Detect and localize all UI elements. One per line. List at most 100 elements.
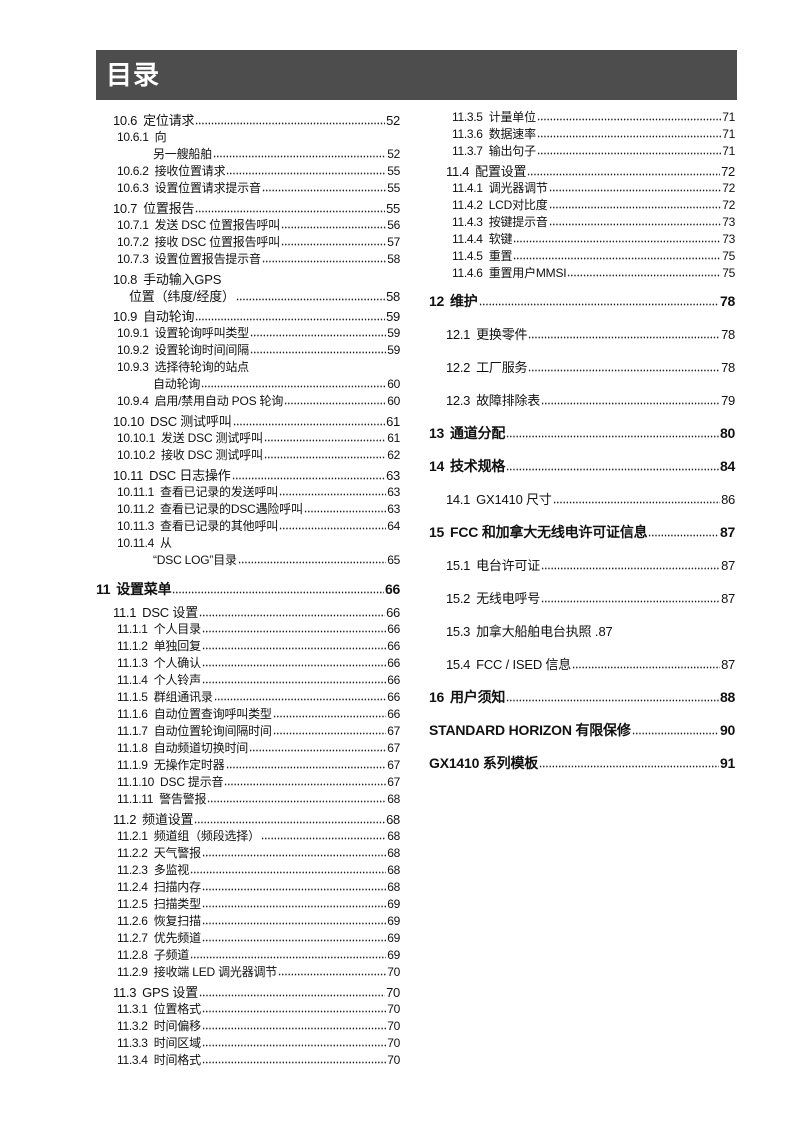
toc-entry-11-3-3[interactable]: 11.3.3 时间区域 70: [96, 1035, 400, 1052]
toc-entry-11-4-3[interactable]: 11.4.3 按键提示音 73: [429, 214, 735, 231]
toc-entry-10-11-1[interactable]: 10.11.1 查看已记录的发送呼叫 63: [96, 484, 400, 501]
toc-entry-11-4-1[interactable]: 11.4.1 调光器调节 72: [429, 180, 735, 197]
toc-entry-10-9-3[interactable]: 10.9.3 选择待轮询的站点: [96, 359, 400, 376]
toc-entry-11-2-8[interactable]: 11.2.8 子频道 69: [96, 947, 400, 964]
page-number: 68: [387, 792, 400, 806]
toc-entry-11-1-8[interactable]: 11.1.8 自动频道切换时间 67: [96, 740, 400, 757]
toc-entry-12-1[interactable]: 12.1 更换零件 78: [429, 318, 735, 351]
page-number: 68: [387, 829, 400, 843]
dot-leader: [201, 681, 387, 684]
toc-entry-10-11[interactable]: 10.11 DSC 日志操作 63: [96, 467, 400, 484]
dot-leader: [201, 1044, 387, 1047]
toc-entry-11-2-5[interactable]: 11.2.5 扫描类型 69: [96, 896, 400, 913]
toc-entry-11-4-5[interactable]: 11.4.5 重置 75: [429, 248, 735, 265]
toc-entry-15-2[interactable]: 15.2 无线电呼号 87: [429, 582, 735, 615]
toc-entry-11-2-7[interactable]: 11.2.7 优先频道 69: [96, 930, 400, 947]
toc-entry-13[interactable]: 13 通道分配 80: [429, 417, 735, 450]
dot-leader: [201, 854, 387, 857]
toc-entry-10-11-2[interactable]: 10.11.2 查看已记录的DSC遇险呼叫 63: [96, 501, 400, 518]
toc-entry-11-3-5[interactable]: 11.3.5 计量单位 71: [429, 109, 735, 126]
toc-entry-11-4-2[interactable]: 11.4.2 LCD对比度 72: [429, 197, 735, 214]
toc-entry-10-7-3[interactable]: 10.7.3 设置位置报告提示音 58: [96, 251, 400, 268]
toc-entry-11-1-9[interactable]: 11.1.9 无操作定时器 67: [96, 757, 400, 774]
toc-entry-11-2-6[interactable]: 11.2.6 恢复扫描 69: [96, 913, 400, 930]
section-title: 无操作定时器: [153, 758, 225, 772]
section-title: 个人目录: [153, 622, 201, 636]
toc-entry-15-3[interactable]: 15.3 加拿大船舶电台执照 . 87: [429, 615, 735, 648]
section-number: 12.1: [446, 327, 471, 342]
toc-entry-11-4-6[interactable]: 11.4.6 重置用户MMSI 75: [429, 265, 735, 282]
toc-entry-11-1-1[interactable]: 11.1.1 个人目录 66: [96, 621, 400, 638]
toc-entry-10-10-1[interactable]: 10.10.1 发送 DSC 测试呼叫 61: [96, 430, 400, 447]
toc-entry-continuation[interactable]: “DSC LOG”目录 65: [96, 552, 400, 569]
toc-entry-14-1[interactable]: 14.1 GX1410 尺寸 86: [429, 483, 735, 516]
toc-entry-12[interactable]: 12 维护 78: [429, 285, 735, 318]
toc-entry-11-1-4[interactable]: 11.1.4 个人铃声 66: [96, 672, 400, 689]
dot-leader: [201, 1061, 387, 1064]
toc-entry-15-4[interactable]: 15.4 FCC / ISED 信息 87: [429, 648, 735, 681]
toc-entry-item-23[interactable]: STANDARD HORIZON 有限保修 90: [429, 714, 735, 747]
toc-entry-11[interactable]: 11 设置菜单 66: [96, 577, 400, 601]
toc-entry-11-4[interactable]: 11.4 配置设置 72: [429, 163, 735, 180]
page-number: 67: [387, 724, 400, 738]
toc-entry-15[interactable]: 15 FCC 和加拿大无线电许可证信息 87: [429, 516, 735, 549]
toc-entry-11-1-10[interactable]: 11.1.10 DSC 提示音 67: [96, 774, 400, 791]
toc-entry-item-24[interactable]: GX1410 系列模板 91: [429, 747, 735, 780]
section-title: 个人确认: [153, 656, 201, 670]
toc-entry-11-3-1[interactable]: 11.3.1 位置格式 70: [96, 1001, 400, 1018]
section-number: 12.2: [446, 360, 471, 375]
page-number: 70: [387, 1019, 400, 1033]
section-number: 11.3.5: [452, 110, 483, 124]
toc-entry-10-8[interactable]: 10.8 手动输入GPS: [96, 271, 400, 288]
toc-entry-12-2[interactable]: 12.2 工厂服务 78: [429, 351, 735, 384]
toc-entry-11-1-7[interactable]: 11.1.7 自动位置轮询间隔时间 67: [96, 723, 400, 740]
toc-entry-continuation[interactable]: 自动轮询 60: [96, 376, 400, 393]
toc-entry-11-1-3[interactable]: 11.1.3 个人确认 66: [96, 655, 400, 672]
toc-entry-11-3-6[interactable]: 11.3.6 数据速率 71: [429, 126, 735, 143]
toc-entry-11-1-2[interactable]: 11.1.2 单独回复 66: [96, 638, 400, 655]
toc-entry-10-9-2[interactable]: 10.9.2 设置轮询时间间隔 59: [96, 342, 400, 359]
toc-entry-10-6[interactable]: 10.6 定位请求 52: [96, 112, 400, 129]
toc-entry-continuation[interactable]: 位置（纬度/经度） 58: [96, 288, 400, 305]
toc-entry-10-7[interactable]: 10.7 位置报告 55: [96, 200, 400, 217]
toc-entry-11-2-1[interactable]: 11.2.1 频道组（频段选择） 68: [96, 828, 400, 845]
toc-entry-10-9-4[interactable]: 10.9.4 启用/禁用自动 POS 轮询 60: [96, 393, 400, 410]
toc-entry-12-3[interactable]: 12.3 故障排除表 79: [429, 384, 735, 417]
toc-entry-10-7-1[interactable]: 10.7.1 发送 DSC 位置报告呼叫 56: [96, 217, 400, 234]
toc-entry-16[interactable]: 16 用户须知 88: [429, 681, 735, 714]
section-title: 发送 DSC 位置报告呼叫: [154, 218, 281, 232]
toc-entry-10-6-3[interactable]: 10.6.3 设置位置请求提示音 55: [96, 180, 400, 197]
section-number: 11.1.1: [117, 622, 148, 636]
toc-entry-11-2[interactable]: 11.2 频道设置 68: [96, 811, 400, 828]
toc-entry-continuation[interactable]: 另一艘船舶 52: [96, 146, 400, 163]
toc-entry-11-1-6[interactable]: 11.1.6 自动位置查询呼叫类型 66: [96, 706, 400, 723]
toc-entry-11-4-4[interactable]: 11.4.4 软键 73: [429, 231, 735, 248]
toc-entry-11-2-9[interactable]: 11.2.9 接收端 LED 调光器调节 70: [96, 964, 400, 981]
toc-entry-11-3-2[interactable]: 11.3.2 时间偏移 70: [96, 1018, 400, 1035]
toc-entry-11-3-7[interactable]: 11.3.7 输出句子 71: [429, 143, 735, 160]
toc-entry-10-6-1[interactable]: 10.6.1 向: [96, 129, 400, 146]
toc-entry-10-9[interactable]: 10.9 自动轮询 59: [96, 308, 400, 325]
toc-entry-11-1[interactable]: 11.1 DSC 设置 66: [96, 604, 400, 621]
toc-entry-10-10-2[interactable]: 10.10.2 接收 DSC 测试呼叫 62: [96, 447, 400, 464]
toc-entry-11-3[interactable]: 11.3 GPS 设置 70: [96, 984, 400, 1001]
toc-entry-11-2-2[interactable]: 11.2.2 天气警报 68: [96, 845, 400, 862]
section-number: 10.10.2: [117, 448, 155, 462]
page-number: 59: [387, 326, 400, 340]
toc-entry-11-3-4[interactable]: 11.3.4 时间格式 70: [96, 1052, 400, 1069]
toc-entry-15-1[interactable]: 15.1 电台许可证 87: [429, 549, 735, 582]
toc-entry-10-6-2[interactable]: 10.6.2 接收位置请求 55: [96, 163, 400, 180]
toc-entry-11-1-11[interactable]: 11.1.11 警告警报 68: [96, 791, 400, 808]
toc-entry-11-2-4[interactable]: 11.2.4 扫描内存 68: [96, 879, 400, 896]
toc-entry-11-2-3[interactable]: 11.2.3 多监视 68: [96, 862, 400, 879]
page-number: 66: [387, 690, 400, 704]
dot-leader: [303, 510, 387, 513]
toc-entry-10-11-4[interactable]: 10.11.4 从: [96, 535, 400, 552]
toc-entry-10-11-3[interactable]: 10.11.3 查看已记录的其他呼叫 64: [96, 518, 400, 535]
toc-entry-14[interactable]: 14 技术规格 84: [429, 450, 735, 483]
toc-entry-11-1-5[interactable]: 11.1.5 群组通讯录 66: [96, 689, 400, 706]
toc-entry-10-9-1[interactable]: 10.9.1 设置轮询呼叫类型 59: [96, 325, 400, 342]
section-title: 子频道: [153, 948, 190, 962]
toc-entry-10-10[interactable]: 10.10 DSC 测试呼叫 61: [96, 413, 400, 430]
toc-entry-10-7-2[interactable]: 10.7.2 接收 DSC 位置报告呼叫 57: [96, 234, 400, 251]
